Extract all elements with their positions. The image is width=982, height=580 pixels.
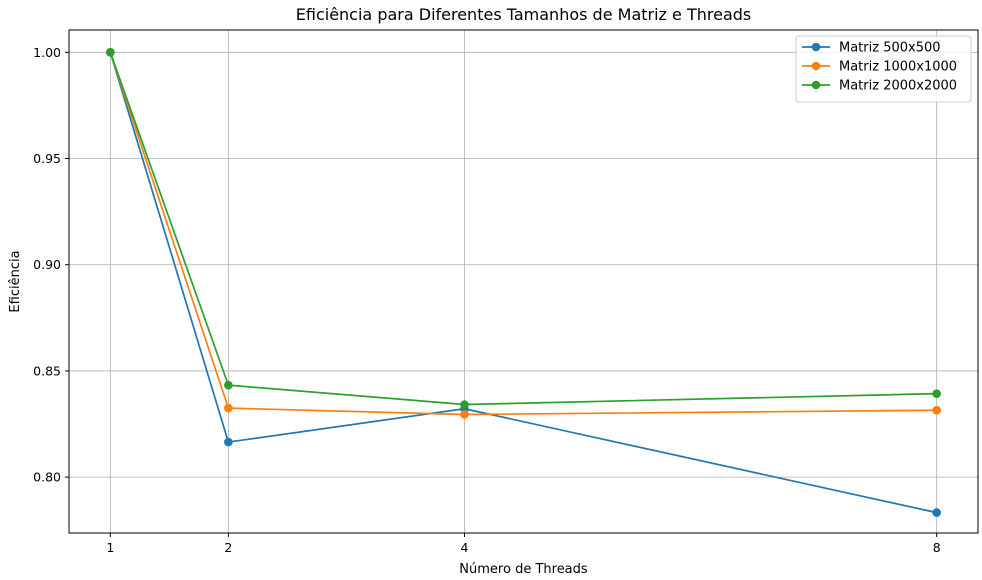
y-tick-label: 0.90 xyxy=(33,257,61,272)
legend-box xyxy=(795,35,972,103)
series-layer xyxy=(106,48,941,517)
grid-lines xyxy=(69,30,978,533)
series-line xyxy=(109,52,937,416)
series-3 xyxy=(106,48,941,409)
x-tick-label: 4 xyxy=(460,540,468,555)
plot-area-frame xyxy=(68,29,979,534)
data-point xyxy=(224,403,233,413)
data-point xyxy=(224,437,233,447)
legend-label: Matriz 1000x1000 xyxy=(839,60,957,75)
legend-label: Matriz 2000x2000 xyxy=(839,79,957,94)
series-1 xyxy=(106,48,941,517)
legend-item: Matriz 500x500 xyxy=(802,41,941,56)
y-tick-label: 0.80 xyxy=(33,470,61,485)
series-2 xyxy=(106,48,941,419)
series-line xyxy=(109,52,937,514)
legend: Matriz 500x500 Matriz 1000x1000 Matriz 200… xyxy=(795,35,972,103)
data-point xyxy=(932,405,941,415)
y-axis-label: Eficiência xyxy=(8,250,23,312)
data-point xyxy=(106,48,115,57)
chart-title: Eficiência para Diferentes Tamanhos de M… xyxy=(296,5,751,24)
legend-marker xyxy=(811,61,821,71)
legend-item: Matriz 2000x2000 xyxy=(802,79,957,94)
y-tick-label: 0.85 xyxy=(33,363,61,378)
x-axis-ticks: 1 2 4 8 xyxy=(106,533,941,555)
data-point xyxy=(932,389,941,398)
data-point xyxy=(460,400,469,409)
data-point xyxy=(460,410,469,419)
legend-item: Matriz 1000x1000 xyxy=(802,60,957,75)
data-point xyxy=(224,380,233,390)
y-axis-ticks: 0.80 0.85 0.90 0.95 1.00 xyxy=(33,45,69,485)
legend-marker xyxy=(811,42,821,52)
x-axis-label: Número de Threads xyxy=(459,562,588,577)
legend-label: Matriz 500x500 xyxy=(839,41,941,56)
series-line xyxy=(109,52,937,406)
data-point xyxy=(932,508,941,517)
x-tick-label: 8 xyxy=(933,540,941,555)
x-tick-label: 1 xyxy=(106,540,114,555)
legend-marker xyxy=(811,80,821,90)
y-tick-label: 0.95 xyxy=(33,151,61,166)
y-tick-label: 1.00 xyxy=(33,45,61,60)
x-tick-label: 2 xyxy=(224,540,232,555)
